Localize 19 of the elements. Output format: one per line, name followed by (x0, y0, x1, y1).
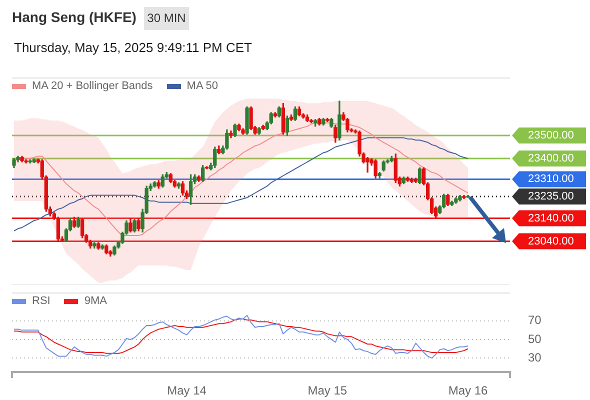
chart-subtitle: Thursday, May 15, 2025 9:49:11 PM CET (14, 40, 252, 55)
text: 30 MIN (144, 7, 189, 30)
legend-label: RSI (32, 295, 50, 308)
legend-label: MA 20 + Bollinger Bands (32, 80, 153, 93)
y-tick-label: 30 (528, 350, 542, 364)
y-tick-label: 23400.00 (528, 152, 574, 165)
y-tick-label: 70 (528, 313, 542, 328)
y-tick-label: 23140.00 (528, 212, 574, 224)
y-tick-label: 23040.00 (528, 235, 574, 248)
chart-title: Hang Seng (HKFE) (12, 9, 136, 25)
y-tick-label: 23310.00 (528, 173, 574, 186)
x-tick-label: May 16 (448, 384, 488, 398)
legend-label: MA 50 (186, 80, 218, 93)
y-tick-label: 50 (528, 332, 542, 346)
x-tick-label: May 14 (167, 384, 207, 398)
x-tick-label: May 15 (308, 384, 348, 398)
y-tick-label: 23500.00 (528, 130, 574, 142)
y-tick-label: 23235.00 (528, 190, 574, 202)
legend-label: 9MA (84, 295, 107, 308)
